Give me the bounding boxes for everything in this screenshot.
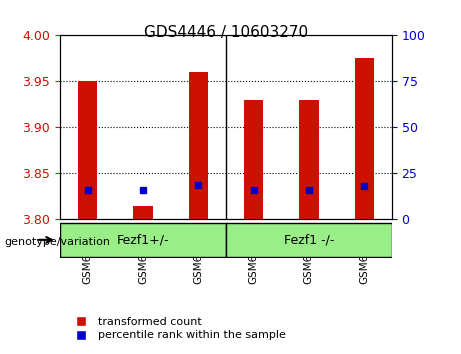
- Bar: [189, 72, 208, 219]
- Text: Fezf1 -/-: Fezf1 -/-: [284, 233, 334, 246]
- FancyBboxPatch shape: [60, 223, 226, 257]
- Bar: [299, 100, 319, 219]
- Legend: transformed count, percentile rank within the sample: transformed count, percentile rank withi…: [65, 313, 290, 345]
- Text: Fezf1+/-: Fezf1+/-: [117, 233, 169, 246]
- Bar: [133, 206, 153, 219]
- Text: genotype/variation: genotype/variation: [5, 238, 111, 247]
- Bar: [78, 81, 97, 219]
- Text: GDS4446 / 10603270: GDS4446 / 10603270: [144, 25, 308, 40]
- FancyBboxPatch shape: [226, 223, 392, 257]
- Bar: [355, 58, 374, 219]
- Bar: [244, 100, 263, 219]
